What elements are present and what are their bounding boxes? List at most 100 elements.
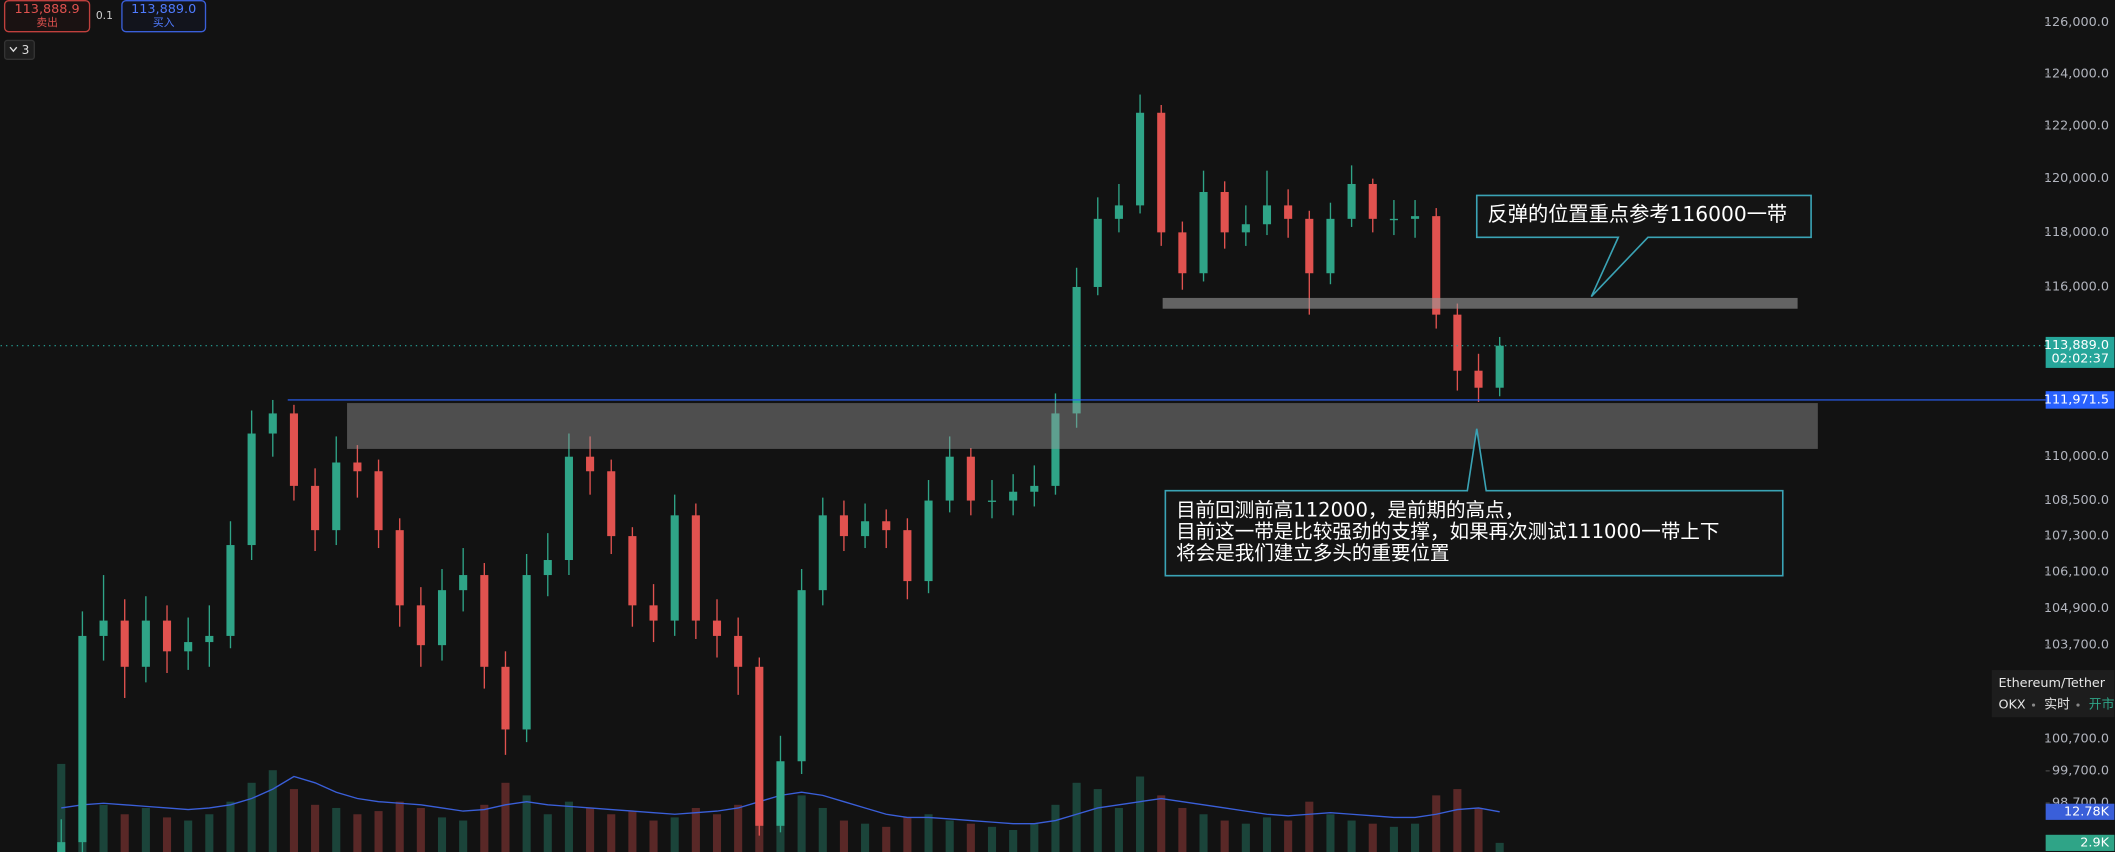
volume-bar: [649, 820, 658, 852]
candle-body: [374, 471, 383, 531]
price-label: 113,889.0: [2044, 338, 2109, 353]
candle-body: [1284, 205, 1293, 219]
candle-body: [987, 500, 997, 502]
candle-body: [332, 462, 341, 531]
candle-body: [1220, 191, 1229, 233]
callout-text: 目前回测前高112000，是前期的高点，: [1176, 498, 1524, 521]
volume-bar: [818, 807, 827, 852]
volume-bar: [1157, 795, 1166, 852]
volume-bar: [543, 814, 552, 852]
volume-ma-label: 12.78K: [2064, 804, 2110, 819]
volume-bar: [1009, 829, 1018, 852]
volume-bar: [120, 814, 129, 852]
volume-label: 2.9K: [2080, 835, 2109, 850]
candle-body: [226, 545, 235, 636]
candle-body: [1157, 112, 1166, 233]
volume-bar: [184, 820, 193, 852]
volume-bar: [987, 826, 997, 852]
candle-body: [141, 620, 150, 667]
candle-body: [522, 575, 531, 730]
volume-bar: [1262, 817, 1272, 852]
candle-body: [268, 413, 277, 434]
data-mode: 实时: [2044, 698, 2070, 713]
volume-bar: [1368, 823, 1377, 852]
candle-body: [353, 462, 362, 472]
volume-bar: [670, 817, 679, 852]
candle-body: [1093, 218, 1102, 287]
candle-body: [1453, 314, 1462, 371]
candle-body: [57, 842, 66, 852]
separator-dot: [2076, 703, 2080, 707]
candle-body: [839, 515, 848, 537]
indicator-toggle[interactable]: [3, 39, 35, 60]
candle-body: [712, 620, 722, 636]
candle-body: [459, 575, 468, 591]
candle-body: [99, 620, 108, 636]
sell-button[interactable]: [3, 0, 91, 33]
volume-bar: [1305, 801, 1314, 852]
y-tick-label: 104,900.0: [2044, 601, 2109, 616]
plot-area: 126,000.0 124,000.0 122,000.0 120,000.0 118,…: [57, 15, 2109, 852]
volume-bar: [903, 817, 912, 852]
volume-bar: [268, 770, 277, 852]
volume-bar: [734, 804, 743, 852]
volume-bar: [1072, 782, 1081, 852]
countdown: 02:02:37: [2052, 352, 2109, 367]
volume-bar: [353, 814, 362, 852]
volume-bar: [882, 826, 891, 852]
candle-body: [966, 456, 975, 501]
y-tick-label: 100,700.0: [2044, 731, 2109, 746]
volume-bar: [437, 817, 447, 852]
volume-bar: [564, 801, 573, 852]
quantity[interactable]: 0.1: [96, 9, 113, 22]
volume-bar: [332, 807, 341, 852]
buy-button[interactable]: [121, 0, 207, 33]
market-status: 开市: [2089, 697, 2115, 713]
sell-price: 113,888.9: [15, 2, 80, 17]
volume-bar: [924, 814, 933, 852]
buy-label: 买入: [153, 16, 175, 29]
candle-body: [691, 515, 700, 621]
volume-bar: [395, 801, 404, 852]
candle-body: [586, 456, 595, 472]
candle-body: [78, 635, 87, 843]
candle-body: [1368, 183, 1377, 219]
volume-bar: [99, 804, 108, 852]
candle-body: [945, 456, 954, 501]
y-tick-label: 99,700.0: [2052, 763, 2109, 778]
volume-bar: [861, 823, 870, 852]
buy-price: 113,889.0: [131, 2, 196, 17]
y-tick-label: 116,000.0: [2044, 279, 2109, 294]
candle-body: [247, 433, 256, 546]
candle-body: [607, 471, 616, 537]
candle-body: [1009, 491, 1018, 501]
volume-bar: [311, 804, 320, 852]
volume-bar: [1178, 807, 1187, 852]
volume-bar: [1411, 823, 1420, 852]
indicator-count: 3: [22, 43, 30, 57]
candle-body: [289, 413, 298, 486]
volume-bar: [628, 811, 637, 852]
volume-bar: [712, 814, 722, 852]
callout-rebound: [1475, 194, 1812, 298]
volume-bar: [1326, 814, 1335, 852]
candle-body: [628, 536, 637, 606]
y-tick-label: 124,000.0: [2044, 66, 2109, 81]
candle-body: [1495, 345, 1504, 388]
volume-bar: [1093, 789, 1102, 852]
volume-bar: [1220, 820, 1229, 852]
candle-body: [162, 620, 172, 652]
sell-label: 卖出: [36, 16, 58, 29]
candle-body: [120, 620, 129, 667]
candle-body: [395, 530, 404, 606]
y-tick-label: 122,000.0: [2044, 118, 2109, 133]
candle-body: [480, 575, 489, 667]
volume-bar: [691, 807, 700, 852]
candle-body: [1262, 205, 1272, 225]
volume-bar: [945, 820, 954, 852]
candle-body: [797, 590, 806, 762]
candle-body: [1474, 370, 1483, 388]
candle-body: [776, 761, 785, 826]
candle-body: [903, 530, 912, 582]
volume-bar: [162, 817, 172, 852]
